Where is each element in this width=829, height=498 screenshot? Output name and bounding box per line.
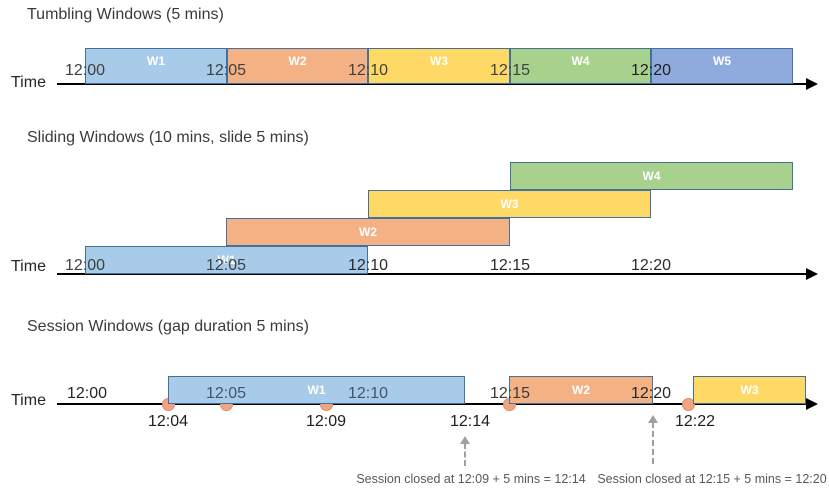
time-axis-line-session	[57, 403, 806, 405]
window-label-w3: W3	[740, 383, 759, 397]
window-box-tumbling-w4: W4	[510, 48, 651, 84]
tick-label: 12:20	[630, 257, 672, 274]
tick-label: 12:15	[489, 385, 531, 402]
window-label-w4: W4	[571, 54, 590, 68]
window-label-w5: W5	[713, 54, 731, 68]
window-label-w1: W1	[147, 54, 165, 68]
section-title-session-windows: Session Windows (gap duration 5 mins)	[27, 318, 309, 335]
tick-label: 12:20	[630, 385, 672, 402]
tick-label: 12:05	[205, 257, 247, 274]
tick-label: 12:05	[205, 385, 247, 402]
window-box-session-w1: W1	[168, 376, 465, 404]
window-box-sliding-w3: W3	[368, 190, 651, 218]
dashed-arrow-head	[648, 415, 658, 423]
window-box-tumbling-w1: W1	[85, 48, 227, 84]
time-axis-label-sliding: Time	[11, 258, 46, 275]
dashed-arrow-line	[464, 443, 466, 466]
time-axis-label-tumbling: Time	[11, 74, 46, 91]
window-label-w3: W3	[500, 197, 519, 211]
time-axis-line-tumbling	[57, 83, 806, 85]
window-box-tumbling-w3: W3	[368, 48, 510, 84]
tick-label: 12:15	[489, 257, 531, 274]
window-box-sliding-w2: W2	[226, 218, 510, 246]
time-axis-arrowhead-session	[806, 398, 818, 410]
dashed-arrow-head	[460, 436, 470, 444]
event-time-label: 12:22	[674, 413, 716, 430]
tick-label: 12:00	[64, 257, 106, 274]
window-label-w1: W1	[217, 253, 236, 267]
window-label-w2: W2	[359, 225, 377, 239]
session-closed-annotation: Session closed at 12:09 + 5 mins = 12:14	[356, 472, 586, 486]
tick-label: 12:10	[347, 62, 389, 79]
tick-label: 12:10	[347, 385, 389, 402]
tick-label: 12:00	[66, 385, 108, 402]
window-box-sliding-w4: W4	[510, 162, 793, 190]
window-label-w1: W1	[307, 383, 326, 397]
time-axis-label-session: Time	[11, 392, 46, 409]
dashed-arrow-line	[652, 422, 654, 464]
time-axis-arrowhead-tumbling	[806, 78, 818, 90]
tick-label: 12:10	[347, 257, 389, 274]
window-label-w2: W2	[288, 54, 307, 68]
window-box-session-w3: W3	[693, 376, 806, 404]
section-title-sliding-windows: Sliding Windows (10 mins, slide 5 mins)	[27, 129, 309, 146]
time-axis-line-sliding	[57, 273, 806, 275]
event-time-label: 12:04	[147, 413, 189, 430]
window-label-w2: W2	[572, 383, 590, 397]
event-time-label: 12:09	[305, 413, 347, 430]
window-box-sliding-w1: W1	[85, 246, 368, 274]
event-dot	[681, 397, 695, 411]
window-label-w3: W3	[430, 54, 448, 68]
tick-label: 12:00	[64, 62, 106, 79]
tick-label: 12:15	[489, 62, 531, 79]
section-title-tumbling-windows: Tumbling Windows (5 mins)	[27, 6, 224, 23]
window-box-tumbling-w2: W2	[227, 48, 368, 84]
tick-label: 12:20	[630, 62, 672, 79]
tick-label: 12:05	[205, 62, 247, 79]
event-time-label: 12:14	[449, 413, 491, 430]
window-box-session-w2: W2	[509, 376, 653, 404]
window-label-w4: W4	[642, 169, 661, 183]
time-axis-arrowhead-sliding	[806, 268, 818, 280]
session-closed-annotation: Session closed at 12:15 + 5 mins = 12:20	[597, 472, 827, 486]
window-box-tumbling-w5: W5	[651, 48, 793, 84]
